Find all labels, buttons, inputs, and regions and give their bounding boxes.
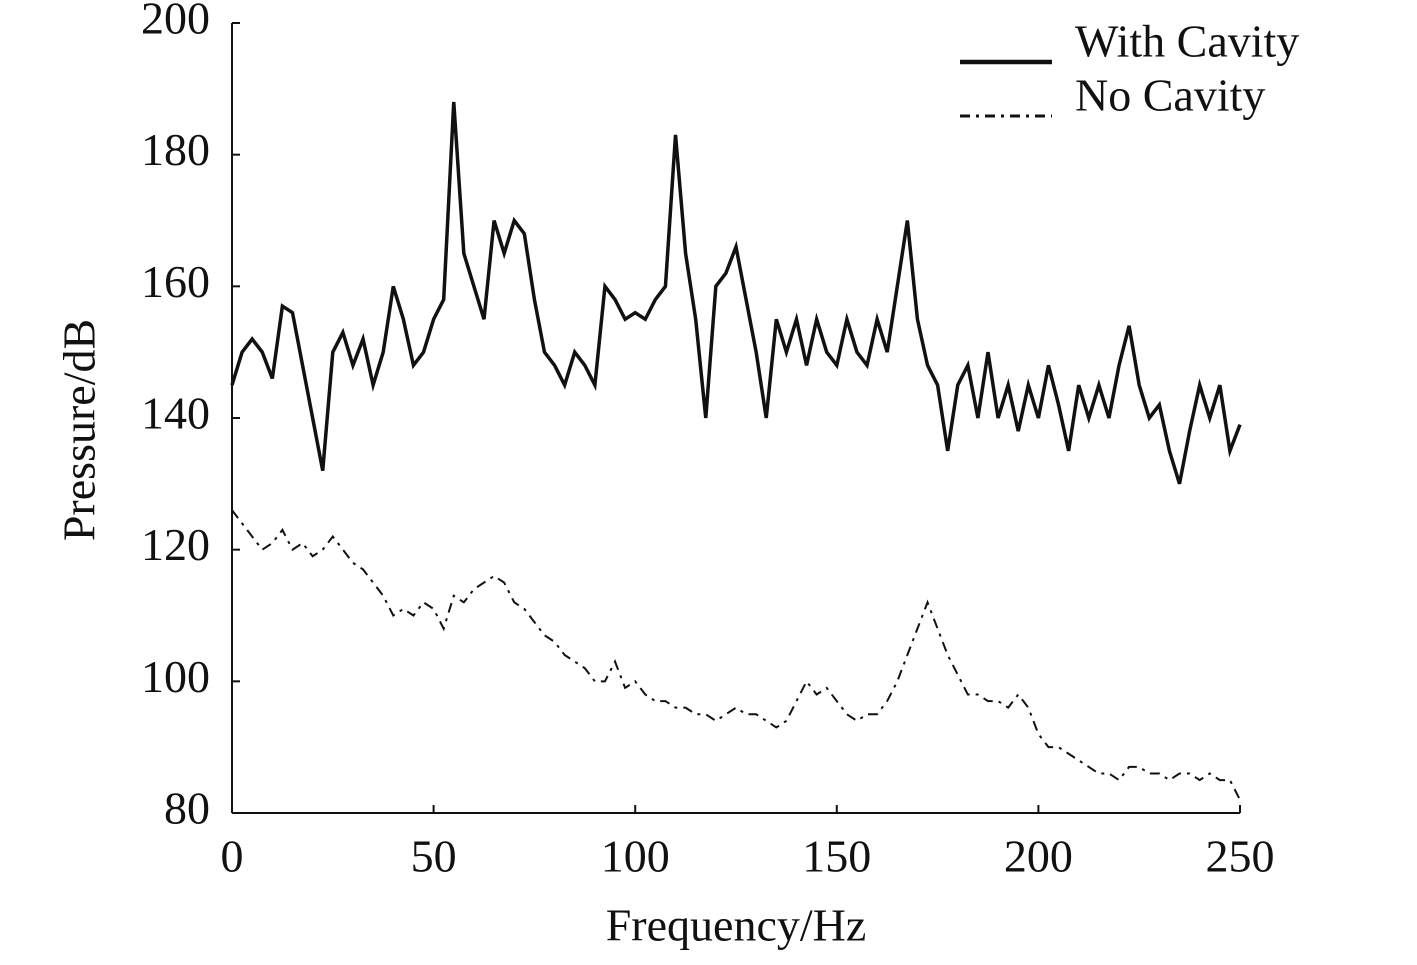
y-axis-label: Pressure/dB xyxy=(54,319,105,541)
y-tick-label: 180 xyxy=(141,124,210,175)
y-tick-label: 200 xyxy=(141,0,210,44)
legend-label: No Cavity xyxy=(1075,70,1265,121)
legend-label: With Cavity xyxy=(1075,16,1299,67)
y-tick-label: 140 xyxy=(141,388,210,439)
x-tick-label: 50 xyxy=(411,831,457,882)
y-tick-label: 160 xyxy=(141,256,210,307)
x-tick-label: 100 xyxy=(601,831,670,882)
series-line xyxy=(230,101,1242,485)
y-tick-label: 100 xyxy=(141,651,210,702)
y-tick-label: 120 xyxy=(141,519,210,570)
x-tick-label: 0 xyxy=(221,831,244,882)
y-tick-label: 80 xyxy=(164,783,210,834)
series-line xyxy=(231,509,1241,801)
x-axis-label: Frequency/Hz xyxy=(606,900,867,951)
x-tick-label: 200 xyxy=(1004,831,1073,882)
x-tick-label: 250 xyxy=(1206,831,1275,882)
x-tick-label: 150 xyxy=(802,831,871,882)
